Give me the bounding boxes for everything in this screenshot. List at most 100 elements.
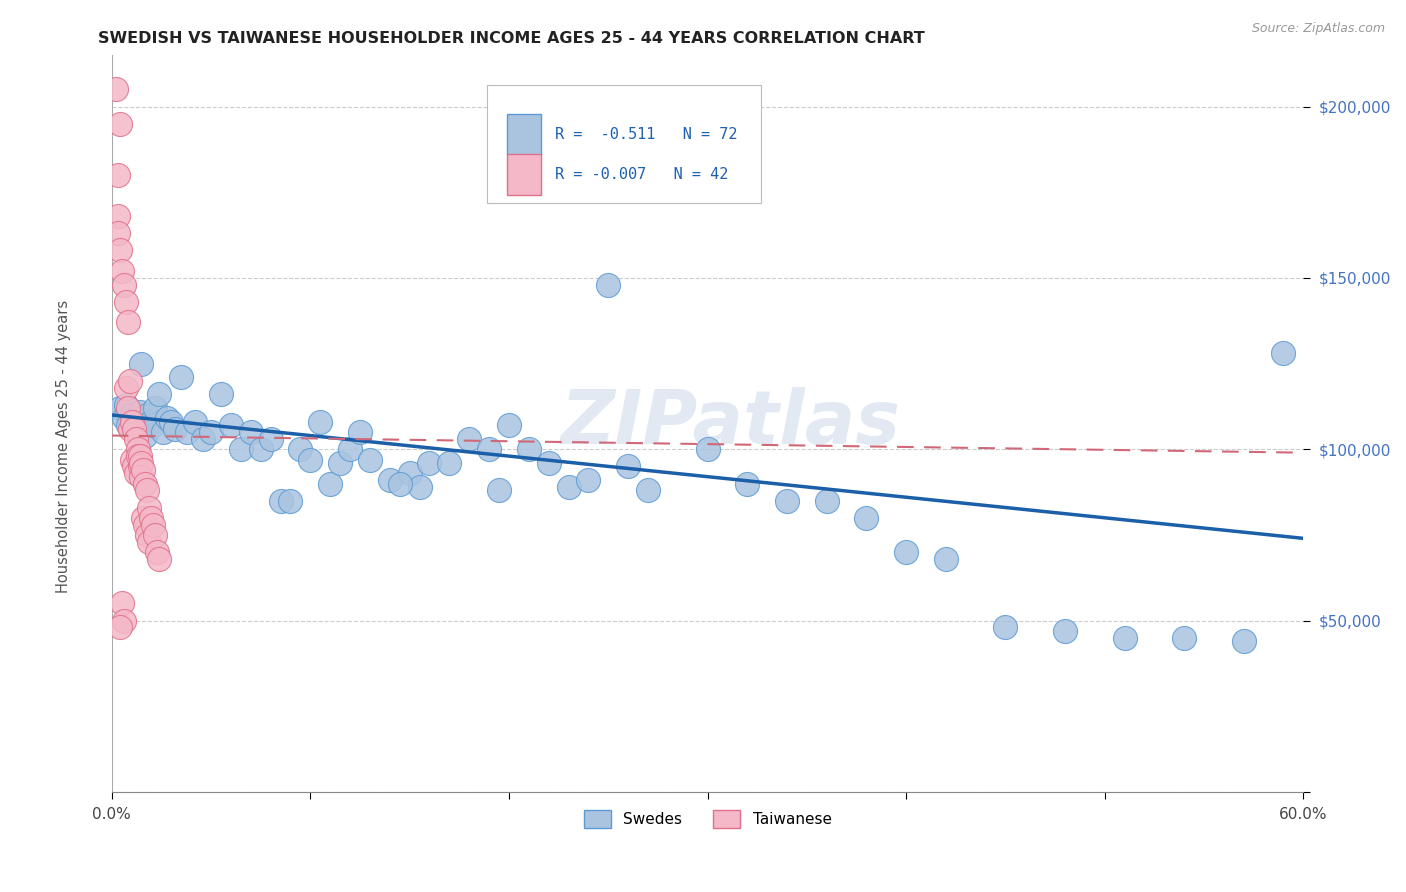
Point [1233,634,1256,648]
Point [131,357,153,371]
Point [537,456,560,470]
Point [637,483,659,498]
Point [108,401,131,416]
Point [299,452,322,467]
Point [855,510,877,524]
Point [132,510,155,524]
Point [349,425,371,439]
Point [617,459,640,474]
Point [134,476,156,491]
Point [339,442,361,457]
Point [398,467,420,481]
Point [108,117,131,131]
Point [815,493,838,508]
Point [290,442,312,457]
Point [114,294,136,309]
Point [128,404,150,418]
Point [111,264,134,278]
Point [994,620,1017,634]
Point [138,534,160,549]
Point [280,493,302,508]
Point [259,432,281,446]
Point [122,459,145,474]
Point [478,442,501,457]
Point [118,374,141,388]
Point [107,209,129,223]
Point [124,467,146,481]
Point [118,422,141,436]
Point [1173,631,1195,645]
Point [249,442,271,457]
Point [576,473,599,487]
Point [141,415,163,429]
Point [134,517,156,532]
Point [134,428,156,442]
Point [439,456,461,470]
Point [121,452,143,467]
Point [148,387,170,401]
Point [127,411,149,425]
Point [145,528,167,542]
Point [388,476,411,491]
Point [557,480,579,494]
Text: SWEDISH VS TAIWANESE HOUSEHOLDER INCOME AGES 25 - 44 YEARS CORRELATION CHART: SWEDISH VS TAIWANESE HOUSEHOLDER INCOME … [98,31,925,46]
Point [146,545,169,559]
Point [498,418,520,433]
Bar [508,114,541,155]
Text: Source: ZipAtlas.com: Source: ZipAtlas.com [1251,22,1385,36]
Point [122,422,145,436]
Point [128,459,150,474]
Point [270,493,292,508]
Point [1053,624,1076,638]
Point [136,483,159,498]
Legend: Swedes, Taiwanese: Swedes, Taiwanese [576,802,839,836]
Point [200,425,222,439]
Bar [508,154,541,194]
Point [117,401,139,416]
Point [136,408,159,422]
Point [136,528,159,542]
Point [1272,346,1295,360]
Point [108,244,131,258]
Point [319,476,342,491]
Point [170,370,193,384]
Point [131,469,153,483]
Point [191,432,214,446]
Point [114,398,136,412]
Point [124,432,146,446]
Point [329,456,352,470]
Text: R = -0.007   N = 42: R = -0.007 N = 42 [555,167,728,182]
Point [114,380,136,394]
Point [107,227,129,241]
Point [517,442,540,457]
Point [219,418,242,433]
FancyBboxPatch shape [486,85,761,202]
Point [142,517,165,532]
Point [176,425,198,439]
Point [121,408,143,422]
Point [108,620,131,634]
Point [112,277,135,292]
Point [121,415,143,429]
Point [894,545,917,559]
Point [111,597,134,611]
Text: ZIPatlas: ZIPatlas [561,387,901,460]
Point [112,614,135,628]
Point [142,418,165,433]
Point [148,552,170,566]
Point [1114,631,1136,645]
Point [418,456,440,470]
Point [378,473,401,487]
Point [359,452,381,467]
Point [145,401,167,416]
Text: Householder Income Ages 25 - 44 years: Householder Income Ages 25 - 44 years [56,300,70,592]
Point [132,418,155,433]
Point [131,456,153,470]
Point [458,432,481,446]
Point [696,442,718,457]
Point [408,480,430,494]
Point [104,82,127,96]
Point [935,552,957,566]
Point [239,425,262,439]
Point [156,411,179,425]
